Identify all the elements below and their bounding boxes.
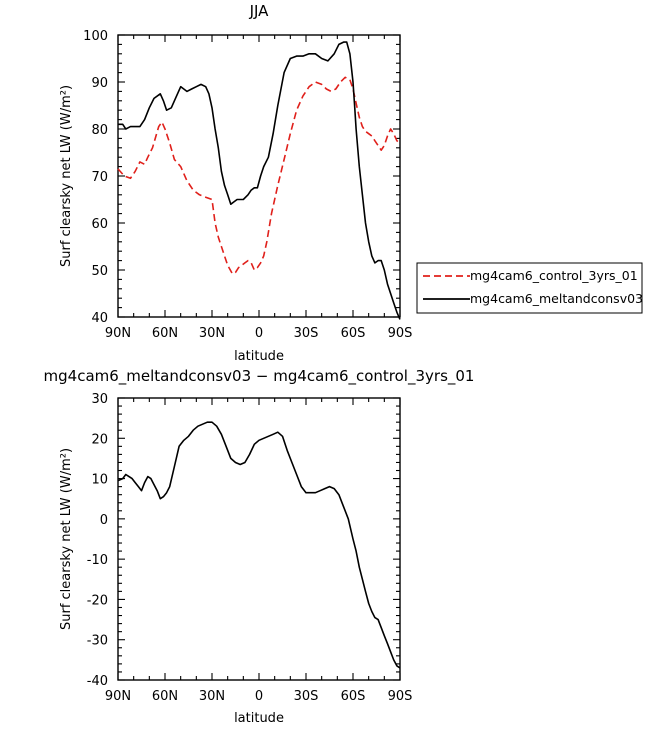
bottom-ytick-label: -40	[87, 674, 108, 689]
bottom-ytick-label: 10	[91, 473, 108, 488]
bottom-xtick-label: 0	[255, 689, 263, 704]
bottom-xtick-label: 30N	[199, 689, 225, 704]
bottom-xtick-label: 60S	[341, 689, 366, 704]
legend-label-meltandconsv03: mg4cam6_meltandconsv03	[470, 291, 643, 306]
top-plot-frame	[117, 34, 401, 318]
bottom-axis-ticks: 90N 60N 30N 0 30S 60S 90S -40 -30 -20 -10 0 10 20 30	[87, 392, 413, 704]
top-chart-title: JJA	[249, 2, 270, 20]
legend: mg4cam6_control_3yrs_01 mg4cam6_meltandc…	[416, 262, 643, 314]
top-xtick-label: 30N	[199, 326, 225, 341]
top-xtick-label: 90N	[105, 326, 131, 341]
top-ytick-label: 90	[91, 76, 108, 91]
top-xtick-label: 0	[255, 326, 263, 341]
top-series-group	[117, 41, 401, 320]
bottom-chart-title: mg4cam6_meltandconsv03 − mg4cam6_control…	[44, 367, 475, 386]
top-ytick-label: 60	[91, 217, 108, 232]
top-xlabel: latitude	[234, 349, 284, 364]
top-ytick-label: 40	[91, 311, 108, 326]
top-ytick-label: 70	[91, 170, 108, 185]
top-ytick-label: 50	[91, 264, 108, 279]
bottom-ytick-label: 0	[100, 513, 108, 528]
top-xtick-label: 60S	[341, 326, 366, 341]
top-ylabel: Surf clearsky net LW (W/m²)	[59, 85, 74, 267]
bottom-chart: mg4cam6_meltandconsv03 − mg4cam6_control…	[44, 367, 475, 726]
top-axis-ticks: 90N 60N 30N 0 30S 60S 90S 40 50 60 70 80 90 100	[83, 29, 412, 341]
bottom-xtick-label: 90S	[388, 689, 413, 704]
top-chart: JJA 90N 60N 30N 0 30S 60S 90S 40 50 60 70 80 90 100 l…	[59, 2, 643, 364]
legend-label-control: mg4cam6_control_3yrs_01	[470, 268, 638, 283]
bottom-ytick-label: 30	[91, 392, 108, 407]
top-xtick-label: 30S	[294, 326, 319, 341]
bottom-ytick-label: 20	[91, 432, 108, 447]
legend-box	[416, 262, 643, 314]
top-ytick-label: 100	[83, 29, 108, 44]
bottom-ytick-label: -20	[87, 593, 108, 608]
bottom-ytick-label: -10	[87, 553, 108, 568]
bottom-xtick-label: 30S	[294, 689, 319, 704]
bottom-ytick-label: -30	[87, 634, 108, 649]
top-series-mg4cam6-meltandconsv03	[118, 41, 401, 320]
bottom-xlabel: latitude	[234, 711, 284, 726]
bottom-series-group	[117, 421, 401, 669]
top-series-mg4cam6-control-3yrs-01	[117, 76, 401, 275]
top-ytick-label: 80	[91, 123, 108, 138]
bottom-series-difference	[117, 421, 401, 669]
top-xtick-label: 90S	[388, 326, 413, 341]
bottom-xtick-label: 90N	[105, 689, 131, 704]
top-xtick-label: 60N	[152, 326, 178, 341]
bottom-xtick-label: 60N	[152, 689, 178, 704]
bottom-ylabel: Surf clearsky net LW (W/m²)	[59, 448, 74, 630]
